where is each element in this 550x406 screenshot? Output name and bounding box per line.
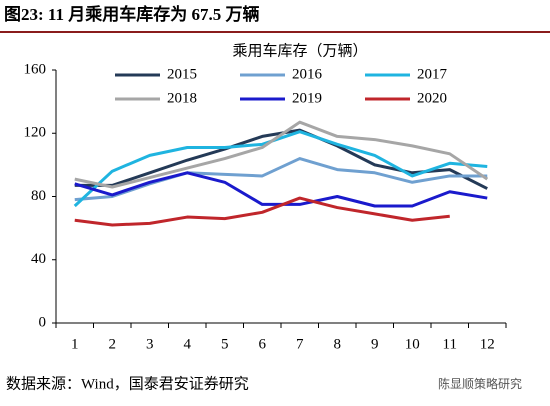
series-line	[74, 196, 450, 227]
x-tick-label: 7	[296, 336, 304, 352]
x-tick-label: 12	[480, 336, 495, 352]
x-tick-label: 4	[184, 336, 192, 352]
x-tick-label: 3	[146, 336, 154, 352]
x-tick-label: 8	[334, 336, 342, 352]
y-tick-label: 160	[24, 61, 47, 77]
watermark: 陈显顺策略研究	[438, 376, 522, 391]
x-tick-label: 1	[71, 336, 79, 352]
legend-label: 2017	[417, 66, 448, 82]
legend-label: 2020	[417, 90, 447, 106]
y-tick-label: 40	[31, 251, 46, 267]
legend-label: 2016	[292, 66, 323, 82]
legend-label: 2018	[167, 90, 197, 106]
source: 数据来源：Wind，国泰君安证券研究	[6, 375, 249, 392]
y-tick-label: 120	[24, 125, 47, 141]
series-line	[74, 120, 489, 189]
legend-label: 2015	[167, 66, 197, 82]
legend-label: 2019	[292, 90, 322, 106]
series-line	[74, 157, 488, 202]
x-tick-label: 2	[109, 336, 117, 352]
y-tick-label: 0	[39, 314, 47, 330]
y-tick-label: 80	[31, 188, 46, 204]
x-tick-label: 9	[371, 336, 379, 352]
x-tick-label: 6	[259, 336, 267, 352]
series-line	[73, 130, 488, 208]
chart-title: 图23: 11 月乘用车库存为 67.5 万辆	[4, 4, 259, 24]
x-tick-label: 5	[221, 336, 229, 352]
x-tick-label: 11	[443, 336, 457, 352]
legend-title: 乘用车库存（万辆）	[232, 42, 367, 59]
x-tick-label: 10	[405, 336, 420, 352]
